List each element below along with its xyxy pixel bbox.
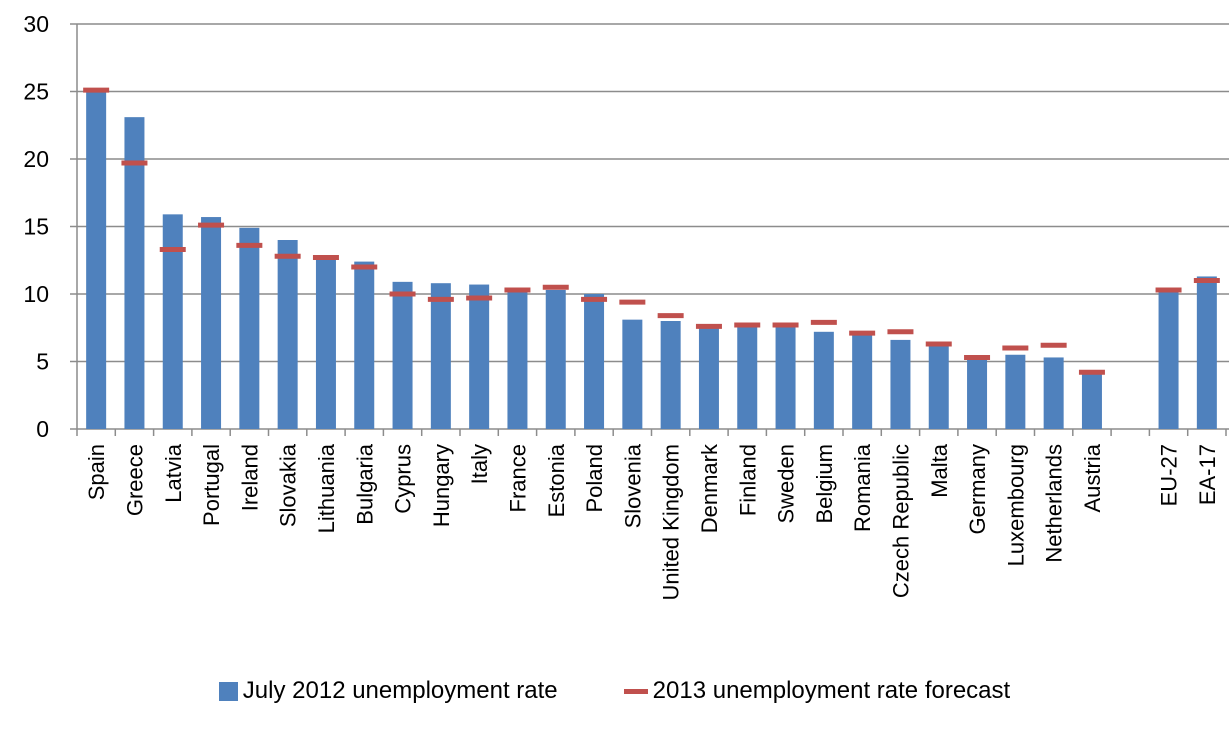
bar — [162, 214, 183, 429]
x-tick-label: EU-27 — [1157, 444, 1182, 506]
bar — [469, 284, 490, 429]
legend-swatch-bar — [218, 681, 238, 701]
bar — [545, 289, 566, 429]
x-tick-label: Romania — [850, 443, 875, 532]
legend-label-2013-forecast: 2013 unemployment rate forecast — [652, 677, 1011, 704]
x-tick-label: Austria — [1080, 443, 1105, 512]
x-tick-label: Cyprus — [391, 444, 416, 514]
x-tick-label: Germany — [965, 444, 990, 534]
x-tick-label: Poland — [582, 444, 607, 513]
x-tick-label: Latvia — [161, 443, 186, 502]
bar — [737, 326, 758, 429]
x-tick-label: Portugal — [199, 444, 224, 526]
bar — [1081, 372, 1102, 429]
x-tick-label: Luxembourg — [1003, 444, 1028, 566]
legend-item-2013-forecast: 2013 unemployment rate forecast — [623, 677, 1011, 705]
x-tick-label: Estonia — [544, 443, 569, 517]
x-tick-label: Italy — [467, 444, 492, 484]
x-tick-label: Czech Republic — [888, 444, 913, 598]
bar — [1005, 354, 1026, 429]
bar — [201, 217, 222, 429]
bar — [698, 325, 719, 429]
legend-item-july-2012: July 2012 unemployment rate — [218, 677, 558, 705]
y-tick-label: 20 — [23, 146, 49, 172]
bar — [239, 227, 260, 429]
x-tick-label: Finland — [735, 444, 760, 516]
bar — [1158, 288, 1179, 429]
bar — [890, 339, 911, 429]
x-tick-label: Netherlands — [1042, 444, 1067, 563]
y-tick-label: 0 — [36, 416, 49, 442]
x-tick-label: Spain — [84, 444, 109, 500]
bar — [622, 319, 643, 429]
y-tick-label: 25 — [23, 79, 49, 105]
bar — [775, 326, 796, 429]
y-tick-label: 30 — [23, 11, 49, 37]
bar — [928, 345, 949, 429]
bar — [507, 289, 528, 429]
bar — [315, 256, 336, 429]
x-tick-label: Greece — [122, 444, 147, 516]
bar — [1043, 357, 1064, 429]
bar — [967, 357, 988, 429]
x-tick-label: Denmark — [697, 443, 722, 533]
x-tick-label: Hungary — [429, 444, 454, 527]
bar — [430, 283, 451, 429]
x-tick-label: EA-17 — [1195, 444, 1220, 505]
bar — [392, 281, 413, 429]
bar — [1196, 276, 1217, 429]
x-tick-label: Belgium — [812, 444, 837, 523]
bar — [584, 294, 605, 429]
bar — [86, 90, 107, 430]
x-tick-label: Slovakia — [276, 443, 301, 527]
legend-swatch-marker — [623, 688, 648, 694]
bar — [354, 261, 375, 429]
x-tick-label: France — [505, 444, 530, 512]
x-tick-label: Malta — [927, 443, 952, 498]
y-tick-label: 15 — [23, 214, 49, 240]
x-tick-label: Slovenia — [620, 443, 645, 528]
legend-label-july-2012: July 2012 unemployment rate — [242, 677, 558, 704]
x-tick-label: Lithuania — [314, 443, 339, 533]
x-tick-label: Sweden — [774, 444, 799, 524]
y-tick-label: 10 — [23, 281, 49, 307]
bar — [660, 321, 681, 429]
x-tick-label: United Kingdom — [659, 444, 684, 601]
y-tick-label: 5 — [36, 349, 49, 375]
chart-legend: July 2012 unemployment rate 2013 unemplo… — [0, 676, 1229, 706]
bar — [813, 331, 834, 429]
bar — [852, 334, 873, 429]
x-tick-label: Ireland — [237, 444, 262, 511]
x-tick-label: Bulgaria — [352, 443, 377, 524]
unemployment-chart: 0 5 10 15 20 25 30 Spain Greece Latvia Portugal Ire… — [23, 11, 1229, 601]
bar — [277, 240, 298, 429]
bar — [124, 117, 145, 430]
